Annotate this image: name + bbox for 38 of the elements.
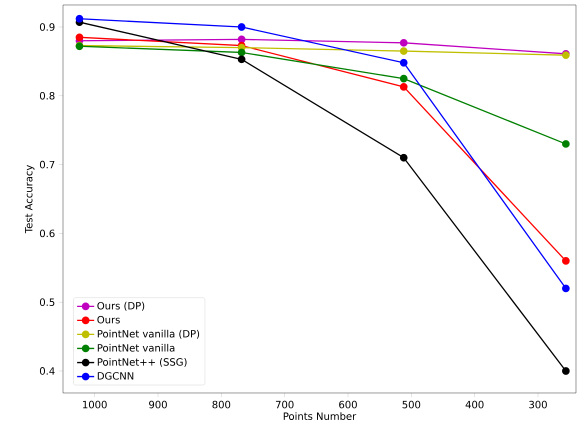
point — [238, 55, 246, 64]
point — [238, 23, 246, 31]
point — [76, 14, 84, 23]
point — [238, 48, 246, 56]
y-tick-label: 0.9 — [40, 23, 54, 31]
x-tick-label: 700 — [276, 400, 294, 408]
legend-label: PointNet vanilla (DP) — [98, 330, 200, 339]
point — [76, 33, 84, 42]
point — [238, 36, 246, 44]
legend-label: Ours (DP) — [97, 302, 144, 311]
y-tick-label: 0.7 — [40, 160, 54, 168]
point — [562, 367, 570, 375]
point — [562, 257, 570, 265]
y-tick-label: 0.5 — [40, 298, 54, 306]
y-tick-label: 0.6 — [40, 230, 55, 238]
x-tick-label: 800 — [212, 400, 230, 408]
legend-label: PointNet vanilla — [98, 344, 174, 352]
x-tick-label: 900 — [149, 400, 167, 408]
point — [400, 154, 408, 162]
x-tick-label: 400 — [466, 400, 484, 408]
y-tick-label: 0.4 — [40, 367, 55, 375]
legend-label: PointNet++ (SSG) — [98, 358, 187, 367]
x-tick-label: 1000 — [83, 400, 107, 408]
x-axis-title: Points Number — [284, 412, 356, 420]
point — [400, 47, 408, 55]
point — [400, 58, 408, 67]
legend-label: DGCNN — [98, 372, 134, 380]
point — [400, 74, 408, 82]
y-tick-label: 0.8 — [40, 92, 55, 100]
x-tick-label: 300 — [529, 400, 547, 408]
point — [400, 83, 408, 91]
x-tick-label: 500 — [402, 400, 420, 408]
point — [562, 284, 570, 292]
legend-label: Ours — [97, 316, 120, 324]
point — [400, 38, 408, 47]
y-axis-title: Test Accuracy — [25, 165, 34, 234]
point — [562, 140, 570, 148]
x-tick-label: 600 — [339, 400, 357, 408]
